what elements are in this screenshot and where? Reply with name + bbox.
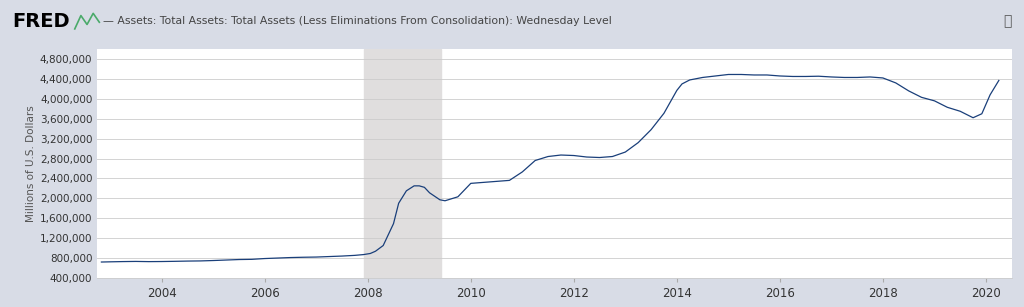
Y-axis label: Millions of U.S. Dollars: Millions of U.S. Dollars: [26, 105, 36, 222]
Text: ⤢: ⤢: [1004, 14, 1012, 28]
Bar: [364, 49, 441, 278]
Text: — Assets: Total Assets: Total Assets (Less Eliminations From Consolidation): Wed: — Assets: Total Assets: Total Assets (Le…: [103, 16, 612, 26]
Text: FRED: FRED: [12, 12, 70, 31]
